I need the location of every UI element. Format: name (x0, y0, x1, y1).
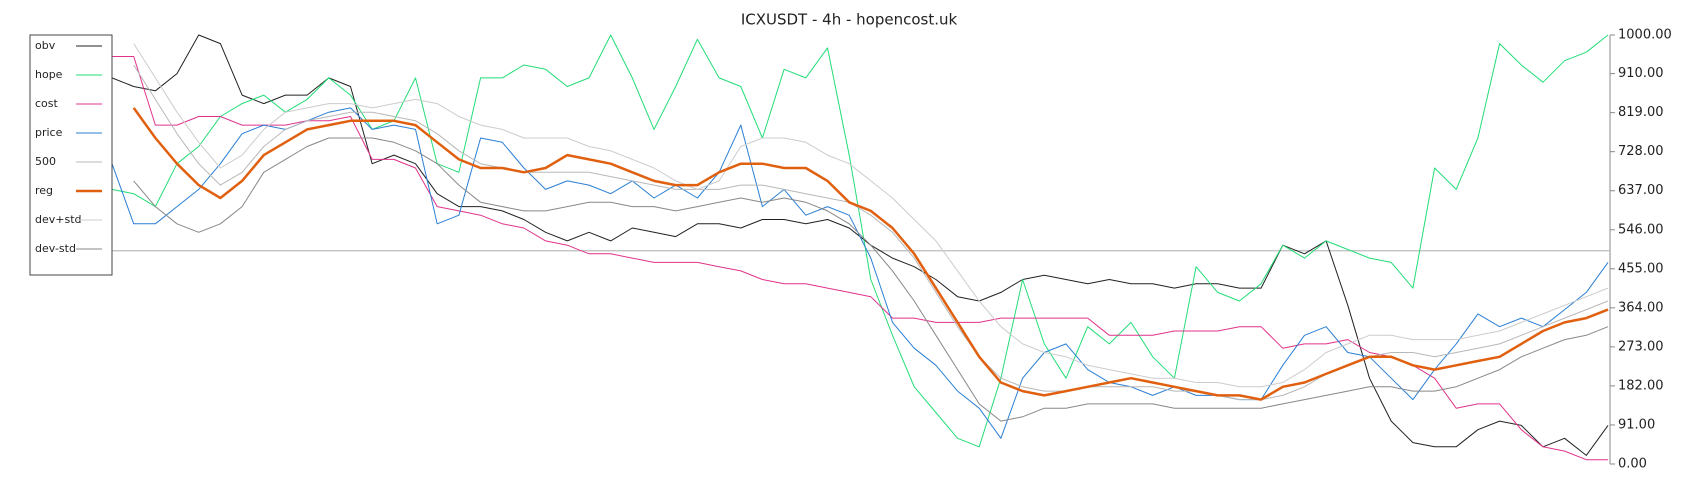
series-line (133, 43, 1609, 388)
series-line (111, 107, 1609, 439)
legend-label: 500 (35, 155, 56, 168)
y-tick-label: 273.00 (1618, 339, 1664, 354)
y-tick-label: 1000.00 (1618, 28, 1672, 43)
legend-label: price (35, 126, 63, 139)
series-line (132, 107, 1609, 401)
y-tick-label: 182.00 (1618, 378, 1664, 393)
y-tick-label: 455.00 (1618, 261, 1664, 276)
legend: obv hope cost price 500 reg dev+std dev-std (29, 34, 113, 276)
series-line (133, 64, 1609, 401)
legend-label: dev+std (35, 213, 82, 226)
series-line (112, 56, 1608, 461)
legend-label: obv (35, 39, 56, 52)
chart-title: ICXUSDT - 4h - hopencost.uk (741, 11, 958, 29)
series-line (133, 137, 1609, 422)
legend-label: reg (35, 184, 53, 197)
legend-label: cost (35, 97, 59, 110)
series-line (111, 34, 1609, 456)
y-tick-label: 91.00 (1618, 417, 1655, 432)
legend-label: hope (35, 68, 63, 81)
y-tick-label: 0.00 (1618, 457, 1647, 472)
series-line (111, 34, 1609, 448)
y-tick-label: 819.00 (1618, 105, 1664, 120)
y-tick-label: 364.00 (1618, 300, 1664, 315)
y-tick-label: 546.00 (1618, 222, 1664, 237)
y-tick-label: 637.00 (1618, 183, 1664, 198)
y-tick-label: 910.00 (1618, 66, 1664, 81)
y-tick-label: 728.00 (1618, 144, 1664, 159)
legend-label: dev-std (35, 242, 76, 255)
